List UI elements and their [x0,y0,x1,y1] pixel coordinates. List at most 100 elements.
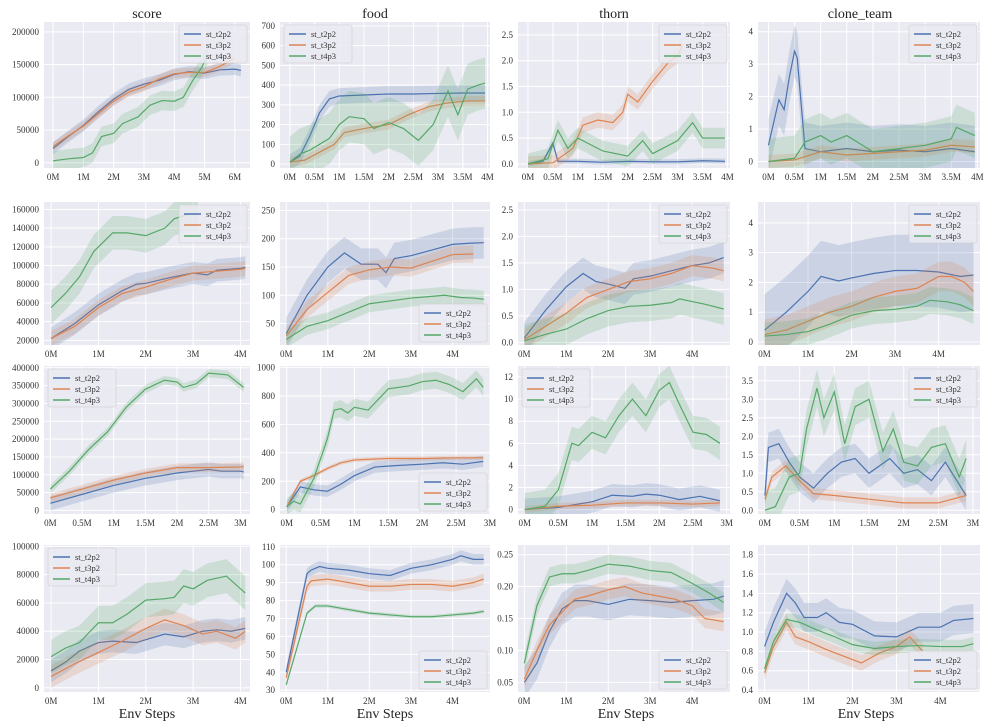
y-tick-label: 4 [509,460,514,470]
x-tick-label: 4M [234,696,247,706]
y-tick-label: 0 [271,505,276,515]
legend-label-st_t2p2: st_t2p2 [686,29,711,39]
confidence-band-st_t4p3 [289,57,486,168]
x-axis-label-score: Env Steps [119,707,175,722]
x-tick-label: 4M [168,172,181,182]
series-line-st_t3p2 [764,275,974,336]
x-tick-label: 2M [846,696,859,706]
y-tick-label: 250 [262,205,276,215]
x-tick-label: 1.5M [136,518,155,528]
series-line-st_t4p3 [289,82,486,163]
y-tick-label: 200000 [12,27,40,37]
y-tick-label: 1 [749,307,754,317]
confidence-band-st_t3p2 [524,576,724,689]
y-tick-label: 12 [504,372,513,382]
series-line-st_t4p3 [764,299,974,337]
x-tick-label: 4M [234,349,247,359]
confidence-band-st_t3p2 [286,245,474,345]
y-tick-label: 0.6 [742,666,754,676]
series-line-st_t3p2 [50,619,246,677]
series-line-st_t3p2 [50,267,246,339]
confidence-band-st_t2p2 [764,578,974,662]
legend-label-st_t2p2: st_t2p2 [446,308,471,318]
confidence-band-st_t4p3 [286,604,484,687]
y-tick-label: 0.0 [502,159,514,169]
y-tick-label: 200 [262,120,276,130]
series-line-st_t3p2 [764,465,967,504]
series-group [524,366,721,514]
confidence-band-st_t3p2 [51,608,246,688]
x-tick-label: 0.5M [305,172,324,182]
y-tick-label: 4 [749,218,754,228]
series-line-st_t2p2 [289,92,486,163]
x-tick-label: 3M [919,172,932,182]
y-tick-label: 3.5 [742,376,754,386]
x-tick-label: 3.5M [942,172,961,182]
y-tick-label: 80000 [17,279,40,289]
y-tick-label: 400 [262,80,276,90]
y-tick-label: 3.0 [742,394,754,404]
x-tick-label: 1.5M [616,518,635,528]
y-tick-label: 160000 [12,204,40,214]
x-tick-label: 4M [446,349,459,359]
y-tick-label: 90 [266,578,276,588]
legend-label-st_t2p2: st_t2p2 [936,655,961,665]
y-tick-label: 1.5 [502,81,514,91]
y-tick-label: 350000 [12,381,40,391]
confidence-band-st_t3p2 [764,460,967,509]
legend-label-st_t2p2: st_t2p2 [936,209,961,219]
x-tick-label: 2.5M [643,172,662,182]
y-tick-label: 0.0 [502,337,514,347]
x-tick-label: 2.5M [683,518,702,528]
column-titles: score food thorn clone_team [132,7,892,22]
x-tick-label: 2M [867,172,880,182]
series-line-st_t4p3 [764,618,974,669]
confidence-band-st_t3p2 [764,261,974,345]
y-tick-label: 80000 [17,570,40,580]
series-group [764,369,967,514]
series-group [286,370,484,514]
legend-label-st_t3p2: st_t3p2 [446,666,471,676]
legend-label-st_t2p2: st_t2p2 [311,29,336,39]
legend-label-st_t4p3: st_t4p3 [936,51,961,61]
x-tick-label: 1.5M [379,518,398,528]
x-tick-label: 1.5M [593,172,612,182]
y-tick-label: 300 [262,100,276,110]
x-tick-label: 0M [281,518,294,528]
y-tick-label: 0.20 [497,582,513,592]
confidence-band-st_t2p2 [524,580,724,692]
y-tick-label: 200 [262,476,276,486]
y-tick-label: 600 [262,41,276,51]
x-tick-label: 3M [644,349,657,359]
y-tick-label: 100 [262,139,276,149]
y-tick-label: 2 [749,92,754,102]
y-tick-label: 1.8 [742,550,754,560]
x-tick-label: 0M [758,696,771,706]
confidence-band-st_t2p2 [286,226,484,345]
legend-label-st_t3p2: st_t3p2 [936,220,961,230]
series-line-st_t4p3 [524,298,724,342]
x-tick-label: 0M [518,349,531,359]
panel-r0-c0: 0M 1M 2M 3M 4M 5M 6M 0 50000 100000 150000 200000 st… [12,22,250,182]
panel-r3-c0: 0M 1M 2M 3M 4M 0 20000 40000 60000 80000 100000 st_… [12,541,250,706]
x-tick-label: 4M [721,172,734,182]
x-tick-label: 1.5M [837,172,856,182]
legend-label-st_t2p2: st_t2p2 [446,655,471,665]
series-line-st_t2p2 [285,242,484,334]
series-line-st_t3p2 [524,502,720,511]
legend-label-st_t3p2: st_t3p2 [446,488,471,498]
x-tick-label: 2.5M [199,518,218,528]
y-tick-label: 150000 [12,452,40,462]
x-tick-label: 0M [522,172,535,182]
y-tick-label: 250000 [12,416,40,426]
y-tick-label: 200 [262,234,276,244]
x-tick-label: 1M [572,172,585,182]
y-tick-label: 10 [504,394,514,404]
